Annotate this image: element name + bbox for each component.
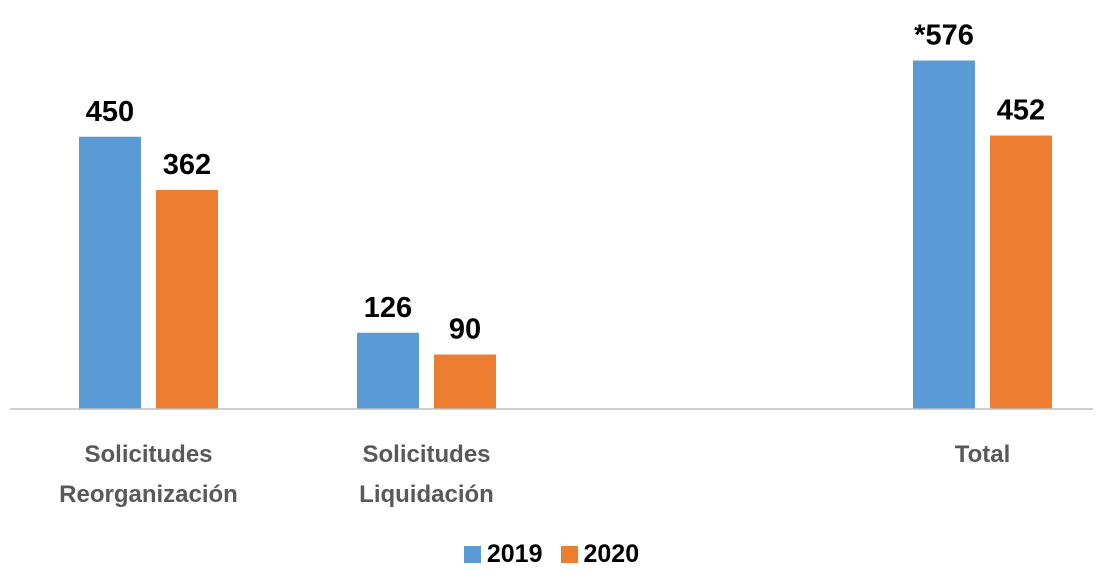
data-label-2019-3: *576 [914, 20, 974, 52]
legend-item-2020: 2020 [560, 539, 640, 569]
data-label-2020-1: 90 [449, 314, 481, 346]
bar-2020-3 [990, 135, 1052, 410]
category-label-1: Solicitudes Liquidación [359, 441, 494, 508]
category-labels-group: Solicitudes Reorganización Solicitudes Liqu… [59, 441, 1010, 508]
data-label-2020-0: 362 [163, 149, 211, 181]
data-label-2020-3: 452 [997, 95, 1045, 127]
legend: 2019 2020 [0, 538, 1103, 570]
bar-2019-1 [357, 332, 419, 409]
bar-2020-0 [156, 189, 218, 409]
legend-item-2019: 2019 [463, 539, 543, 569]
data-label-2019-0: 450 [86, 96, 134, 128]
bar-chart: 450 362 126 90 *576 452 Solicitudes Reorganiza… [10, 20, 1093, 508]
category-label-3: Total [955, 441, 1011, 468]
legend-swatch-2019 [463, 545, 481, 563]
bar-2019-0 [79, 136, 141, 409]
data-labels-group: 450 362 126 90 *576 452 [86, 20, 1045, 346]
legend-label-2020: 2020 [583, 539, 640, 568]
bar-2019-3 [913, 60, 975, 410]
legend-label-2019: 2019 [486, 539, 543, 568]
category-label-0: Solicitudes Reorganización [59, 441, 238, 508]
legend-swatch-2020 [560, 545, 578, 563]
bars-group [79, 60, 1052, 410]
bar-2020-1 [434, 354, 496, 409]
data-label-2019-1: 126 [364, 292, 412, 324]
